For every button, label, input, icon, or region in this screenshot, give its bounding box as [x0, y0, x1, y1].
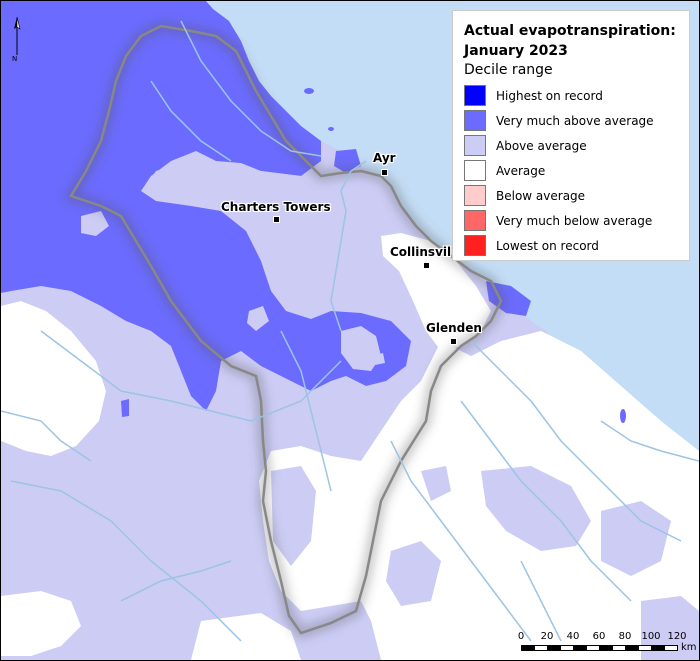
place-label-ayr: Ayr [373, 151, 396, 165]
legend-label: Average [496, 163, 546, 178]
legend-label: Above average [496, 138, 587, 153]
scale-bar-segment [638, 645, 652, 651]
legend-label: Below average [496, 188, 586, 203]
scale-tick-label: 0 [517, 631, 525, 642]
legend-label: Highest on record [496, 88, 603, 103]
place-marker-charters-towers [273, 216, 280, 223]
map-legend: Actual evapotranspiration: January 2023 … [452, 10, 690, 261]
scale-bar-segment [599, 645, 613, 651]
legend-item: Below average [464, 183, 679, 208]
legend-swatch [464, 85, 486, 106]
north-arrow: N [9, 15, 25, 67]
scale-tick-label: 20 [540, 631, 554, 642]
north-arrow-icon [14, 16, 21, 55]
legend-items: Highest on record Very much above average… [464, 83, 679, 258]
place-label-collinsville: Collinsvil [390, 245, 452, 259]
place-label-charters-towers: Charters Towers [221, 200, 331, 214]
above-average-holes [81, 163, 385, 371]
place-label-glenden: Glenden [426, 321, 482, 335]
legend-item: Highest on record [464, 83, 679, 108]
scale-bar-segment [625, 645, 639, 651]
scale-bar-segment [651, 645, 665, 651]
legend-swatch [464, 110, 486, 131]
legend-subtitle: Decile range [464, 62, 553, 78]
legend-item: Very much above average [464, 108, 679, 133]
scale-bar: 0 20 40 60 80 100 120 km [516, 631, 697, 659]
legend-swatch [464, 210, 486, 231]
scale-tick-label: 100 [641, 631, 661, 642]
scale-bar-segment [560, 645, 574, 651]
scale-tick-label: 80 [618, 631, 632, 642]
legend-label: Very much above average [496, 113, 654, 128]
rivers [1, 20, 699, 642]
scale-bar-segment [547, 645, 561, 651]
place-marker-ayr [381, 169, 388, 176]
scale-tick-label: 60 [592, 631, 606, 642]
legend-label: Very much below average [496, 213, 653, 228]
legend-swatch [464, 135, 486, 156]
scale-bar-segment [534, 645, 548, 651]
scale-bar-segment [521, 645, 535, 651]
north-arrow-label: N [12, 55, 18, 63]
legend-title-line1: Actual evapotranspiration: [464, 23, 676, 39]
scale-tick-label: 120 [667, 631, 687, 642]
legend-item: Lowest on record [464, 233, 679, 258]
place-marker-collinsville [423, 262, 430, 269]
legend-item: Very much below average [464, 208, 679, 233]
legend-swatch [464, 235, 486, 256]
scale-tick-label: 40 [566, 631, 580, 642]
scale-bar-segment [664, 645, 678, 651]
scale-bar-segment [586, 645, 600, 651]
legend-item: Above average [464, 133, 679, 158]
scale-bar-segment [612, 645, 626, 651]
legend-swatch [464, 160, 486, 181]
legend-item: Average [464, 158, 679, 183]
small-patches [304, 88, 626, 423]
legend-label: Lowest on record [496, 238, 599, 253]
catchment-boundary [69, 24, 503, 635]
place-marker-glenden [450, 338, 457, 345]
scale-bar-segment [573, 645, 587, 651]
above-average-patches [271, 466, 699, 660]
legend-swatch [464, 185, 486, 206]
legend-title-line2: January 2023 [464, 43, 568, 59]
scale-unit-label: km [681, 642, 697, 653]
